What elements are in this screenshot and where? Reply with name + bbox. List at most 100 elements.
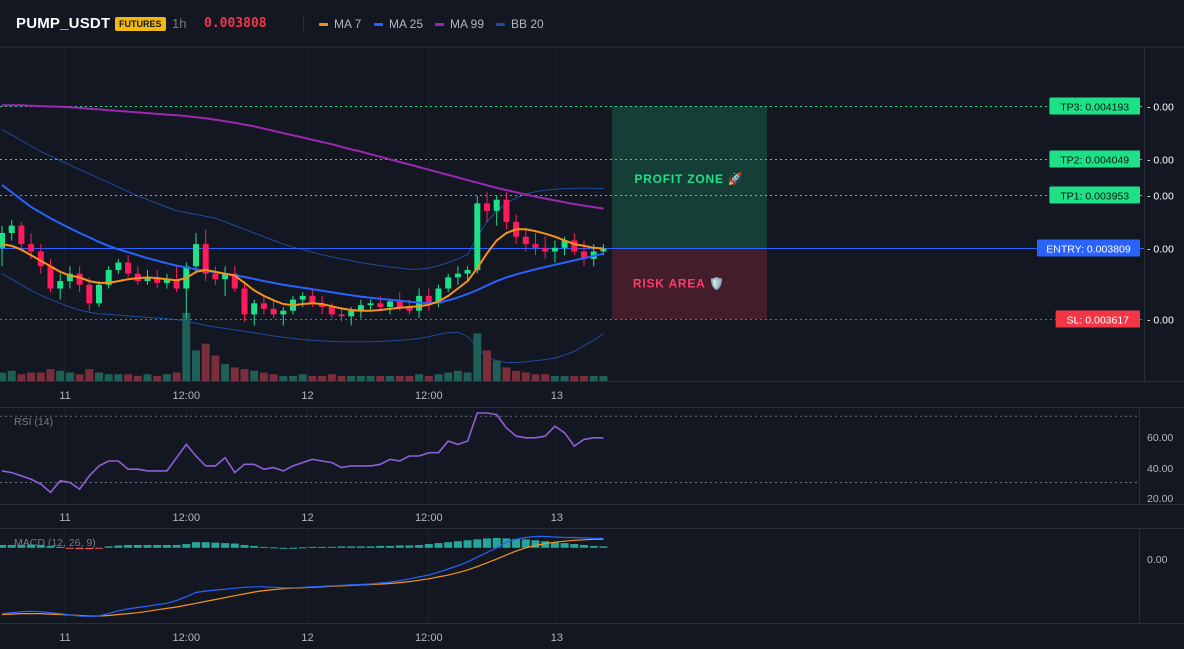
volume-bar	[502, 367, 511, 381]
candle-body[interactable]	[154, 277, 161, 283]
candle-body[interactable]	[270, 308, 277, 315]
candle-body[interactable]	[532, 244, 539, 248]
candle-body[interactable]	[348, 310, 355, 317]
level-tag-tp[interactable]	[1049, 186, 1140, 204]
candle-body[interactable]	[0, 233, 5, 248]
legend-ma7[interactable]: MA 7	[319, 17, 361, 31]
risk-zone[interactable]	[612, 248, 767, 320]
macd-histogram-bar	[376, 545, 385, 548]
candle-body[interactable]	[309, 295, 316, 304]
macd-histogram-bar	[230, 543, 239, 548]
candle-body[interactable]	[484, 203, 490, 211]
candle-body[interactable]	[377, 303, 384, 307]
candle-body[interactable]	[231, 273, 238, 289]
candle-body[interactable]	[522, 236, 529, 245]
time-axis-label: 11	[59, 512, 70, 524]
candle-body[interactable]	[37, 251, 44, 267]
candle-body[interactable]	[299, 295, 306, 300]
time-axis-label: 12:00	[415, 512, 443, 524]
macd-signal-line	[1, 538, 604, 617]
volume-bar	[424, 375, 433, 381]
legend-bb20[interactable]: BB 20	[496, 17, 544, 31]
candle-body[interactable]	[280, 310, 287, 315]
timeframe-label[interactable]: 1h	[172, 16, 187, 31]
toolbar-divider	[303, 15, 304, 31]
candle-body[interactable]	[47, 266, 54, 289]
legend-ma99[interactable]: MA 99	[435, 17, 484, 31]
candle-body[interactable]	[260, 303, 267, 309]
candle-body[interactable]	[367, 303, 374, 306]
candle-body[interactable]	[542, 247, 549, 252]
time-axis-label: 12:00	[415, 390, 443, 402]
level-suffix: - 0.00	[1147, 191, 1174, 203]
candle-body[interactable]	[503, 199, 510, 222]
candle-body[interactable]	[338, 314, 345, 317]
macd-histogram-bar	[356, 546, 365, 548]
candle-body[interactable]	[96, 284, 102, 304]
candle-body[interactable]	[600, 248, 607, 252]
candle-body[interactable]	[357, 305, 364, 311]
candle-body[interactable]	[57, 281, 64, 289]
candle-body[interactable]	[251, 303, 258, 315]
candle-body[interactable]	[18, 225, 25, 245]
level-tag-sl[interactable]	[1055, 310, 1140, 328]
candle-body[interactable]	[202, 244, 209, 274]
candle-body[interactable]	[212, 273, 219, 280]
candle-body[interactable]	[551, 247, 558, 252]
candle-body[interactable]	[86, 284, 93, 304]
candle-body[interactable]	[571, 240, 578, 252]
volume-bar	[327, 374, 336, 381]
symbol-name[interactable]: PUMP_USDT	[16, 15, 111, 32]
level-tag-text: TP3: 0.004193	[1060, 102, 1129, 114]
candle-body[interactable]	[66, 273, 73, 282]
candle-body[interactable]	[493, 199, 500, 211]
candle-body[interactable]	[163, 279, 170, 283]
candle-body[interactable]	[328, 307, 335, 315]
level-suffix: - 0.00	[1147, 244, 1174, 256]
candle-body[interactable]	[474, 203, 481, 270]
candle-body[interactable]	[105, 270, 112, 285]
candle-body[interactable]	[561, 240, 568, 248]
candle-body[interactable]	[28, 244, 35, 252]
candle-body[interactable]	[406, 307, 413, 311]
candle-body[interactable]	[464, 270, 471, 274]
macd-histogram-bar	[521, 539, 530, 548]
candle-body[interactable]	[445, 277, 452, 289]
candle-body[interactable]	[387, 301, 393, 307]
candle-body[interactable]	[435, 288, 442, 304]
legend-ma25[interactable]: MA 25	[374, 17, 423, 31]
macd-histogram-bar	[405, 545, 414, 548]
macd-histogram-bar	[327, 546, 336, 548]
candle-body[interactable]	[115, 262, 122, 270]
level-tag-entry[interactable]	[1037, 239, 1140, 257]
legend-swatch-ma7	[319, 22, 328, 26]
volume-bar	[453, 370, 462, 381]
candle-body[interactable]	[76, 273, 83, 285]
rsi-line	[1, 412, 604, 494]
candle-body[interactable]	[8, 225, 15, 233]
candle-body[interactable]	[222, 273, 229, 280]
macd-histogram-bar	[386, 545, 394, 548]
volume-bar	[172, 372, 181, 381]
volume-bar	[201, 343, 210, 381]
candle-body[interactable]	[319, 303, 326, 307]
volume-bar	[492, 360, 501, 381]
level-tag-tp[interactable]	[1049, 97, 1140, 115]
volume-bar	[356, 375, 365, 381]
macd-title: MACD (12, 26, 9)	[14, 537, 96, 549]
candle-body[interactable]	[581, 251, 587, 259]
candle-body[interactable]	[454, 273, 461, 278]
candle-body[interactable]	[125, 262, 132, 274]
level-tag-tp[interactable]	[1049, 150, 1140, 168]
candle-body[interactable]	[144, 277, 151, 282]
candle-body[interactable]	[425, 295, 432, 304]
candle-body[interactable]	[396, 301, 403, 307]
candle-body[interactable]	[193, 244, 199, 267]
legend-label-bb20: BB 20	[511, 17, 544, 31]
time-axis-label: 12:00	[173, 632, 201, 644]
profit-zone[interactable]	[612, 106, 767, 249]
candle-body[interactable]	[173, 279, 180, 289]
macd-histogram-bar	[182, 544, 191, 548]
candle-body[interactable]	[241, 288, 248, 315]
